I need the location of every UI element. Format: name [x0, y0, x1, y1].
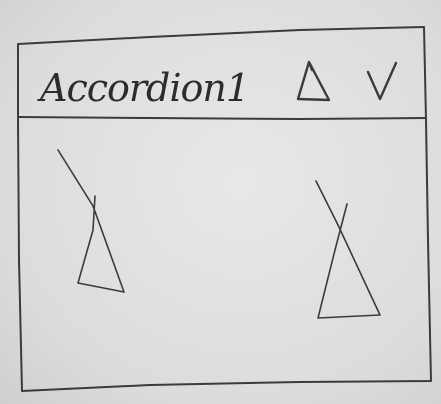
image-placeholder-icon — [315, 180, 381, 319]
triangle-icon[interactable] — [296, 60, 331, 102]
accordion-header-toggle[interactable] — [296, 60, 398, 102]
accordion-title[interactable]: Accordion1 — [40, 66, 250, 110]
header-divider — [17, 116, 427, 120]
accordion-frame — [17, 26, 432, 392]
chevron-down-icon[interactable] — [366, 61, 398, 101]
image-placeholder-icon — [57, 149, 125, 293]
